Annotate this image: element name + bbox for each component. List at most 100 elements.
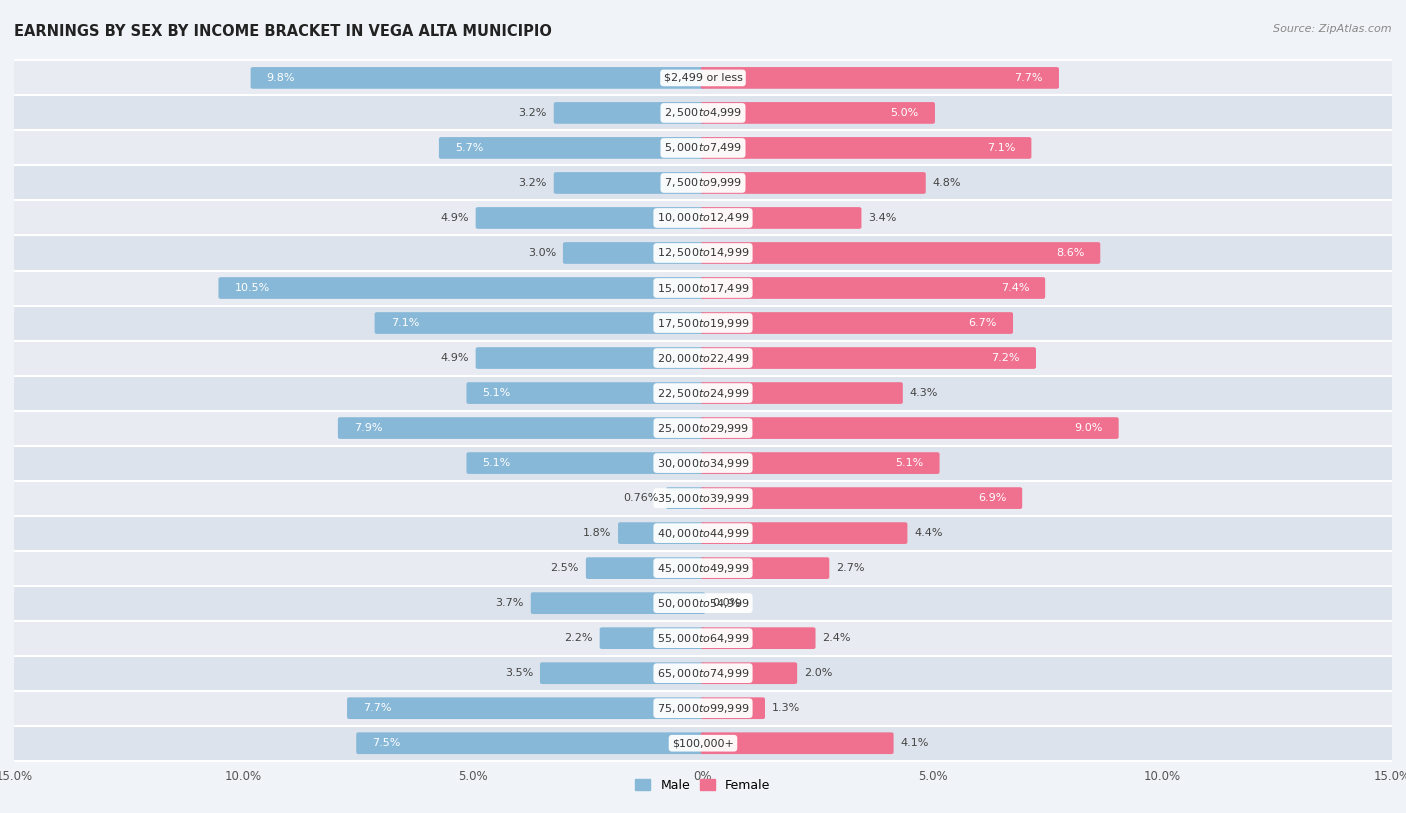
- FancyBboxPatch shape: [475, 347, 706, 369]
- Text: 0.0%: 0.0%: [713, 598, 741, 608]
- Text: 5.0%: 5.0%: [890, 108, 920, 118]
- Text: 1.3%: 1.3%: [772, 703, 800, 713]
- Text: $40,000 to $44,999: $40,000 to $44,999: [657, 527, 749, 540]
- Text: $65,000 to $74,999: $65,000 to $74,999: [657, 667, 749, 680]
- FancyBboxPatch shape: [14, 201, 1392, 236]
- FancyBboxPatch shape: [250, 67, 706, 89]
- FancyBboxPatch shape: [586, 557, 706, 579]
- FancyBboxPatch shape: [700, 522, 907, 544]
- Text: 3.2%: 3.2%: [519, 108, 547, 118]
- FancyBboxPatch shape: [700, 172, 925, 193]
- Text: Source: ZipAtlas.com: Source: ZipAtlas.com: [1274, 24, 1392, 34]
- FancyBboxPatch shape: [14, 271, 1392, 306]
- FancyBboxPatch shape: [356, 733, 706, 754]
- FancyBboxPatch shape: [562, 242, 706, 264]
- Text: 4.9%: 4.9%: [440, 213, 468, 223]
- Text: EARNINGS BY SEX BY INCOME BRACKET IN VEGA ALTA MUNICIPIO: EARNINGS BY SEX BY INCOME BRACKET IN VEG…: [14, 24, 553, 39]
- Text: $17,500 to $19,999: $17,500 to $19,999: [657, 316, 749, 329]
- Text: 7.5%: 7.5%: [373, 738, 401, 748]
- Text: $5,000 to $7,499: $5,000 to $7,499: [664, 141, 742, 154]
- FancyBboxPatch shape: [599, 628, 706, 649]
- FancyBboxPatch shape: [14, 585, 1392, 620]
- FancyBboxPatch shape: [14, 166, 1392, 201]
- FancyBboxPatch shape: [14, 95, 1392, 130]
- Text: 9.0%: 9.0%: [1074, 423, 1102, 433]
- FancyBboxPatch shape: [700, 628, 815, 649]
- FancyBboxPatch shape: [14, 691, 1392, 726]
- Text: $100,000+: $100,000+: [672, 738, 734, 748]
- FancyBboxPatch shape: [700, 487, 1022, 509]
- Text: 3.0%: 3.0%: [527, 248, 555, 258]
- Text: 9.8%: 9.8%: [267, 73, 295, 83]
- Text: $7,500 to $9,999: $7,500 to $9,999: [664, 176, 742, 189]
- FancyBboxPatch shape: [700, 663, 797, 684]
- Text: 4.4%: 4.4%: [914, 528, 943, 538]
- FancyBboxPatch shape: [14, 411, 1392, 446]
- Text: 2.7%: 2.7%: [837, 563, 865, 573]
- Text: $30,000 to $34,999: $30,000 to $34,999: [657, 457, 749, 470]
- FancyBboxPatch shape: [467, 452, 706, 474]
- Text: 1.8%: 1.8%: [582, 528, 612, 538]
- Text: 7.7%: 7.7%: [1014, 73, 1043, 83]
- Text: $55,000 to $64,999: $55,000 to $64,999: [657, 632, 749, 645]
- FancyBboxPatch shape: [666, 487, 706, 509]
- Text: $20,000 to $22,499: $20,000 to $22,499: [657, 351, 749, 364]
- FancyBboxPatch shape: [14, 620, 1392, 655]
- Text: 8.6%: 8.6%: [1056, 248, 1084, 258]
- FancyBboxPatch shape: [439, 137, 706, 159]
- Text: 7.9%: 7.9%: [354, 423, 382, 433]
- Text: 5.1%: 5.1%: [482, 388, 510, 398]
- Text: 7.1%: 7.1%: [987, 143, 1015, 153]
- Text: $45,000 to $49,999: $45,000 to $49,999: [657, 562, 749, 575]
- Text: $75,000 to $99,999: $75,000 to $99,999: [657, 702, 749, 715]
- Text: 3.4%: 3.4%: [869, 213, 897, 223]
- FancyBboxPatch shape: [700, 698, 765, 719]
- FancyBboxPatch shape: [14, 515, 1392, 550]
- FancyBboxPatch shape: [700, 67, 1059, 89]
- FancyBboxPatch shape: [700, 312, 1012, 334]
- FancyBboxPatch shape: [700, 557, 830, 579]
- FancyBboxPatch shape: [14, 236, 1392, 271]
- FancyBboxPatch shape: [14, 480, 1392, 515]
- FancyBboxPatch shape: [554, 172, 706, 193]
- Text: $10,000 to $12,499: $10,000 to $12,499: [657, 211, 749, 224]
- Text: 3.5%: 3.5%: [505, 668, 533, 678]
- FancyBboxPatch shape: [14, 726, 1392, 761]
- Text: 2.0%: 2.0%: [804, 668, 832, 678]
- Text: 2.2%: 2.2%: [564, 633, 593, 643]
- Text: 7.7%: 7.7%: [363, 703, 392, 713]
- Text: 0.76%: 0.76%: [623, 493, 659, 503]
- FancyBboxPatch shape: [700, 242, 1101, 264]
- Text: 4.1%: 4.1%: [900, 738, 929, 748]
- FancyBboxPatch shape: [14, 550, 1392, 585]
- FancyBboxPatch shape: [14, 655, 1392, 691]
- Text: 5.1%: 5.1%: [482, 458, 510, 468]
- FancyBboxPatch shape: [700, 452, 939, 474]
- FancyBboxPatch shape: [700, 417, 1119, 439]
- FancyBboxPatch shape: [700, 137, 1032, 159]
- Text: 5.7%: 5.7%: [456, 143, 484, 153]
- FancyBboxPatch shape: [554, 102, 706, 124]
- Text: 2.4%: 2.4%: [823, 633, 851, 643]
- Text: $25,000 to $29,999: $25,000 to $29,999: [657, 422, 749, 435]
- Text: 7.2%: 7.2%: [991, 353, 1019, 363]
- FancyBboxPatch shape: [347, 698, 706, 719]
- Text: $15,000 to $17,499: $15,000 to $17,499: [657, 281, 749, 294]
- FancyBboxPatch shape: [700, 382, 903, 404]
- Text: 7.4%: 7.4%: [1001, 283, 1029, 293]
- FancyBboxPatch shape: [218, 277, 706, 299]
- FancyBboxPatch shape: [14, 376, 1392, 411]
- FancyBboxPatch shape: [700, 277, 1045, 299]
- FancyBboxPatch shape: [700, 102, 935, 124]
- FancyBboxPatch shape: [619, 522, 706, 544]
- FancyBboxPatch shape: [540, 663, 706, 684]
- Text: 5.1%: 5.1%: [896, 458, 924, 468]
- FancyBboxPatch shape: [467, 382, 706, 404]
- FancyBboxPatch shape: [700, 347, 1036, 369]
- Text: 6.9%: 6.9%: [977, 493, 1007, 503]
- Text: 3.7%: 3.7%: [495, 598, 524, 608]
- FancyBboxPatch shape: [14, 60, 1392, 95]
- FancyBboxPatch shape: [700, 207, 862, 228]
- Text: $2,499 or less: $2,499 or less: [664, 73, 742, 83]
- FancyBboxPatch shape: [700, 733, 894, 754]
